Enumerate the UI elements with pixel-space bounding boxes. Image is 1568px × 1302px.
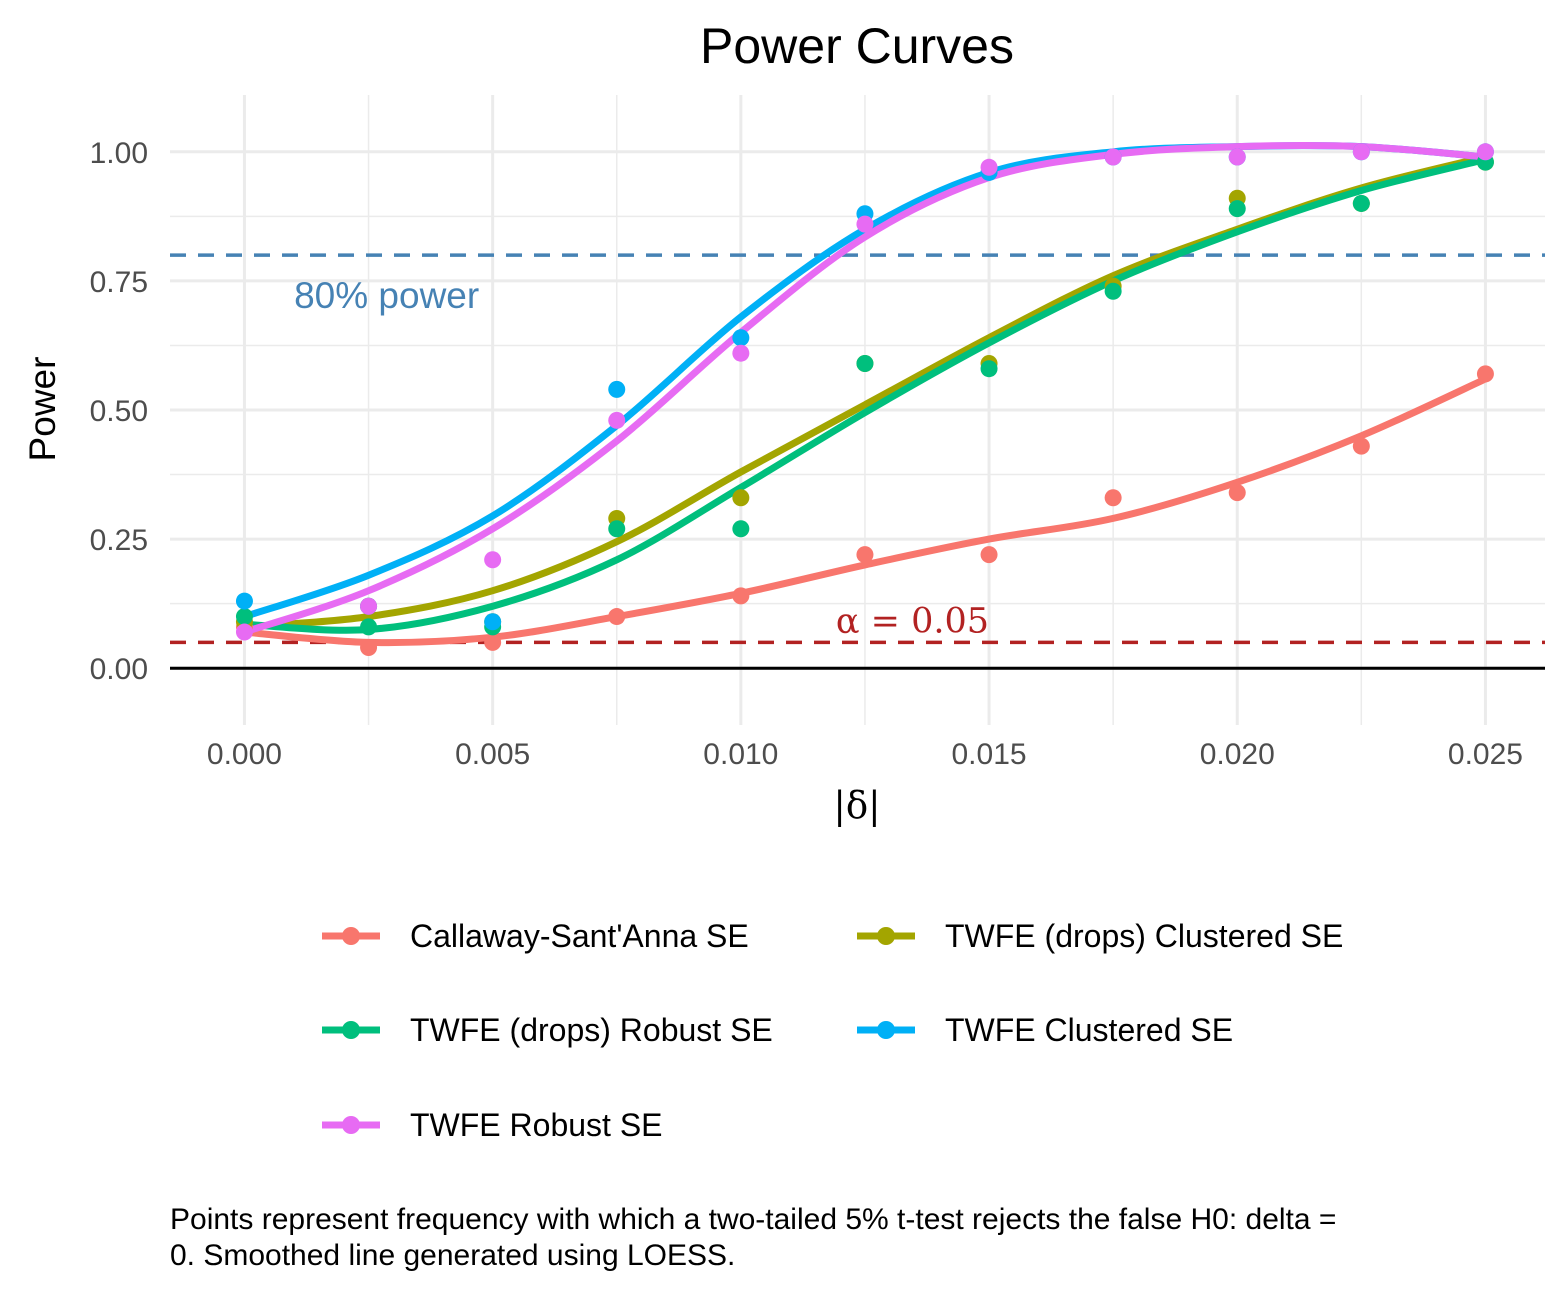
x-tick-label: 0.010 — [703, 738, 778, 771]
data-point — [1104, 282, 1122, 300]
data-point — [856, 546, 874, 564]
x-axis-title: |δ| — [833, 784, 880, 827]
data-points — [235, 143, 1494, 657]
data-point — [1352, 437, 1370, 455]
legend-key-point — [342, 1021, 360, 1039]
x-tick-label: 0.020 — [1200, 738, 1275, 771]
x-tick-label: 0.005 — [455, 738, 530, 771]
data-point — [732, 344, 750, 362]
legend-label: TWFE Robust SE — [410, 1107, 663, 1143]
x-tick-labels: 0.000 0.005 0.010 0.015 0.020 0.025 — [207, 738, 1523, 771]
y-tick-label: 0.75 — [90, 266, 148, 299]
x-tick-label: 0.015 — [952, 738, 1027, 771]
legend-label: Callaway-Sant'Anna SE — [410, 918, 749, 954]
legend-item: Callaway-Sant'Anna SE — [322, 918, 749, 954]
data-point — [980, 546, 998, 564]
data-point — [732, 520, 750, 538]
smooth-line — [241, 156, 1489, 634]
data-point — [856, 215, 874, 233]
legend-label: TWFE (drops) Clustered SE — [945, 918, 1343, 954]
legend-item: TWFE Clustered SE — [857, 1012, 1233, 1048]
annotations: 80% power α = 0.05 — [294, 275, 989, 641]
smoothed-lines — [241, 141, 1489, 647]
data-point — [484, 633, 502, 651]
data-point — [1476, 143, 1494, 161]
caption-line-2: 0. Smoothed line generated using LOESS. — [170, 1239, 736, 1272]
chart-caption: Points represent frequency with which a … — [170, 1202, 1568, 1292]
data-point — [360, 639, 378, 657]
data-point — [980, 158, 998, 176]
data-point — [235, 592, 253, 610]
legend-key-point — [342, 1116, 360, 1134]
x-tick-label: 0.025 — [1448, 738, 1523, 771]
data-point — [1104, 148, 1122, 166]
y-tick-label: 0.25 — [90, 524, 148, 557]
data-point — [1104, 489, 1122, 507]
legend-item: TWFE (drops) Clustered SE — [857, 918, 1343, 954]
data-point — [484, 613, 502, 631]
data-point — [1352, 194, 1370, 212]
legend-label: TWFE (drops) Robust SE — [410, 1012, 773, 1048]
data-point — [1228, 200, 1246, 218]
legend-key-point — [877, 927, 895, 945]
data-point — [1352, 143, 1370, 161]
x-tick-label: 0.000 — [207, 738, 282, 771]
data-point — [1476, 365, 1494, 383]
data-point — [235, 623, 253, 641]
legend-item: TWFE (drops) Robust SE — [322, 1012, 773, 1048]
y-axis-title: Power — [22, 357, 63, 462]
y-tick-label: 0.00 — [90, 653, 148, 686]
data-point — [732, 329, 750, 347]
smooth-line — [241, 141, 1489, 636]
data-point — [608, 608, 626, 626]
data-point — [732, 489, 750, 507]
y-tick-label: 0.50 — [90, 395, 148, 428]
data-point — [856, 355, 874, 373]
caption-line-1: Points represent frequency with which a … — [170, 1203, 1337, 1236]
annotation-alpha: α = 0.05 — [836, 601, 989, 641]
data-point — [235, 608, 253, 626]
annotation-80-power: 80% power — [294, 275, 479, 316]
data-point — [360, 597, 378, 615]
data-point — [980, 360, 998, 378]
chart-title: Power Curves — [700, 18, 1014, 74]
data-point — [1228, 484, 1246, 502]
data-point — [484, 551, 502, 569]
data-point — [1228, 148, 1246, 166]
data-point — [608, 380, 626, 398]
legend-item: TWFE Robust SE — [322, 1107, 663, 1143]
legend-key-point — [877, 1021, 895, 1039]
y-tick-labels: 0.00 0.25 0.50 0.75 1.00 — [90, 137, 148, 686]
data-point — [732, 587, 750, 605]
data-point — [360, 618, 378, 636]
legend-key-point — [342, 927, 360, 945]
data-point — [608, 520, 626, 538]
legend-label: TWFE Clustered SE — [945, 1012, 1233, 1048]
smooth-line — [241, 375, 1489, 647]
y-tick-label: 1.00 — [90, 137, 148, 170]
data-point — [608, 411, 626, 429]
legend: Callaway-Sant'Anna SE TWFE (drops) Robust… — [322, 918, 1343, 1143]
